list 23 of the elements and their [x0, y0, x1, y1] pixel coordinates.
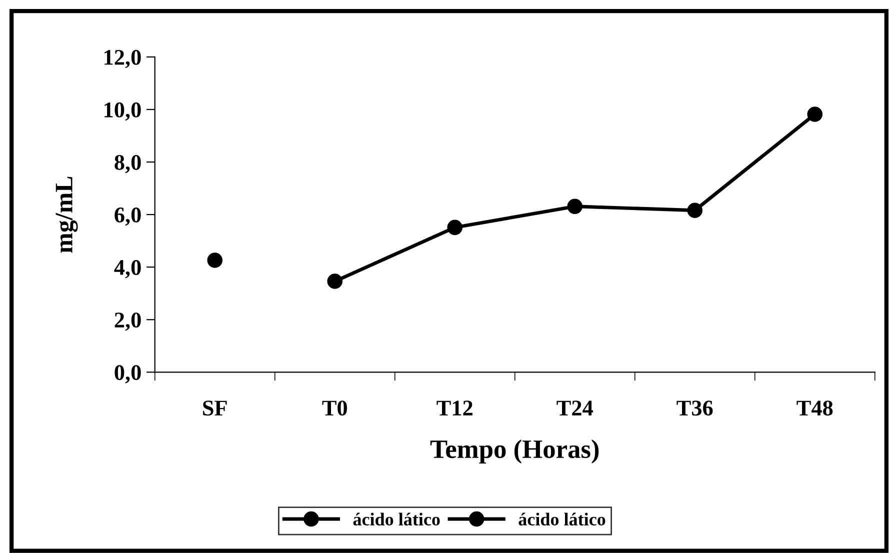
x-axis-title: Tempo (Horas)	[430, 440, 599, 464]
x-tick-label: T12	[436, 400, 472, 416]
legend-label: ácido lático	[353, 512, 440, 526]
x-tick-label: T36	[676, 400, 713, 416]
x-tick-label: T24	[556, 400, 593, 416]
legend-label: ácido lático	[518, 512, 606, 526]
x-tick-label: T48	[796, 400, 833, 416]
point	[687, 202, 703, 218]
y-tick-label: 2,0	[114, 312, 141, 331]
y-tick-label: 4,0	[114, 260, 141, 278]
y-tick-label: 12,0	[104, 50, 141, 68]
y-tick-label: 0,0	[114, 365, 141, 384]
point	[327, 274, 342, 289]
x-tick-label: T0	[322, 400, 347, 416]
point	[207, 252, 222, 268]
y-tick-label: 6,0	[114, 207, 141, 226]
x-tick-label: SF	[203, 400, 227, 416]
y-tick-label: 8,0	[114, 154, 141, 174]
point	[807, 106, 823, 122]
point	[447, 220, 463, 236]
point	[567, 198, 583, 214]
y-axis-title: mg/mL	[56, 176, 78, 253]
y-tick-label: 10,0	[104, 102, 141, 121]
